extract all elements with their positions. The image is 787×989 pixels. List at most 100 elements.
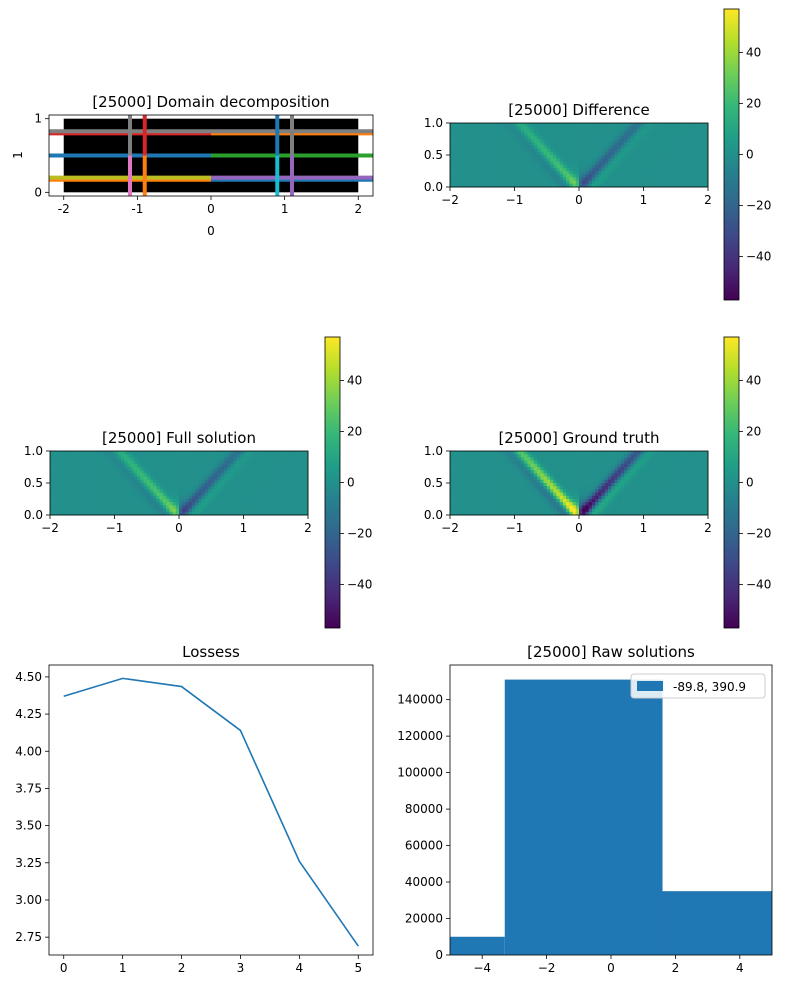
heatmap-cell xyxy=(704,142,709,146)
heatmap-cell xyxy=(240,454,244,458)
heatmap-cell xyxy=(266,511,270,516)
heatmap-cell xyxy=(479,470,483,474)
heatmap-cell xyxy=(491,457,496,461)
heatmap-cell xyxy=(566,167,570,172)
heatmap-cell xyxy=(624,126,628,130)
colorbar-tick-label: −40 xyxy=(746,578,771,592)
heatmap-cell xyxy=(469,457,473,461)
heatmap-cell xyxy=(243,473,248,477)
heatmap-cell xyxy=(104,492,109,497)
heatmap-cell xyxy=(475,183,480,188)
heatmap-cell xyxy=(566,470,570,474)
heatmap-cell xyxy=(224,476,228,481)
heatmap-cell xyxy=(114,479,119,484)
heatmap-cell xyxy=(201,451,206,455)
heatmap-cell xyxy=(456,511,461,516)
heatmap-cell xyxy=(566,161,570,165)
heatmap-cell xyxy=(501,139,506,143)
heatmap-cell xyxy=(56,467,61,471)
heatmap-cell xyxy=(678,142,683,146)
heatmap-cell xyxy=(195,457,199,461)
heatmap-cell xyxy=(604,451,609,455)
heatmap-cell xyxy=(520,457,525,461)
heatmap-cell xyxy=(682,177,686,181)
heatmap-cell xyxy=(479,467,483,471)
heatmap-cell xyxy=(549,167,554,172)
heatmap-cell xyxy=(520,489,525,493)
heatmap-cell xyxy=(156,483,161,487)
heatmap-cell xyxy=(120,495,125,500)
heatmap-cell xyxy=(520,142,525,146)
heatmap-cell xyxy=(608,479,612,484)
heatmap-cell xyxy=(537,145,541,149)
heatmap-cell xyxy=(653,145,657,149)
heatmap-cell xyxy=(288,492,293,497)
heatmap-cell xyxy=(188,451,193,455)
heatmap-cell xyxy=(466,499,470,503)
heatmap-cell xyxy=(159,486,164,490)
heatmap-cell xyxy=(637,142,641,146)
heatmap-cell xyxy=(659,470,664,474)
heatmap-cell xyxy=(640,174,644,178)
heatmap-cell xyxy=(95,495,99,500)
heatmap-cell xyxy=(214,460,219,465)
heatmap-cell xyxy=(211,451,215,455)
heatmap-cell xyxy=(611,489,615,493)
heatmap-cell xyxy=(524,139,528,143)
heatmap-cell xyxy=(662,499,667,503)
heatmap-cell xyxy=(649,148,654,153)
heatmap-cell xyxy=(246,483,251,487)
heatmap-cell xyxy=(66,511,70,516)
heatmap-cell xyxy=(527,508,532,513)
heatmap-cell xyxy=(88,467,93,471)
heatmap-cell xyxy=(614,171,619,175)
heatmap-cell xyxy=(208,489,212,493)
heatmap-cell xyxy=(72,505,77,509)
heatmap-cell xyxy=(69,495,73,500)
heatmap-cell xyxy=(511,148,515,153)
heatmap-cell xyxy=(656,174,661,178)
heatmap-cell xyxy=(562,180,567,185)
heatmap-cell xyxy=(120,492,125,497)
heatmap-cell xyxy=(601,135,606,140)
heatmap-cell xyxy=(633,129,638,133)
heatmap-cell xyxy=(682,470,686,474)
heatmap-cell xyxy=(601,508,606,513)
heatmap-cell xyxy=(256,470,261,474)
heatmap-cell xyxy=(153,495,157,500)
heatmap-cell xyxy=(549,505,554,509)
heatmap-cell xyxy=(608,132,612,137)
heatmap-cell xyxy=(117,483,122,487)
heatmap-cell xyxy=(62,499,67,503)
heatmap-cell xyxy=(524,454,528,458)
heatmap-cell xyxy=(566,164,570,169)
heatmap-cell xyxy=(498,499,503,503)
heatmap-cell xyxy=(120,499,125,503)
heatmap-cell xyxy=(675,499,680,503)
heatmap-cell xyxy=(553,126,557,130)
heatmap-cell xyxy=(246,508,251,513)
heatmap-cell xyxy=(295,495,299,500)
heatmap-cell xyxy=(604,132,609,137)
heatmap-cell xyxy=(208,451,212,455)
heatmap-cell xyxy=(508,467,512,471)
heatmap-cell xyxy=(304,451,309,455)
heatmap-cell xyxy=(646,492,651,497)
heatmap-cell xyxy=(130,470,135,474)
heatmap-cell xyxy=(624,505,628,509)
heatmap-cell xyxy=(298,505,302,509)
heatmap-cell xyxy=(704,489,709,493)
heatmap-cell xyxy=(462,511,467,516)
heatmap-cell xyxy=(627,132,632,137)
heatmap-cell xyxy=(175,492,180,497)
heatmap-cell xyxy=(549,180,554,185)
heatmap-cell xyxy=(533,495,538,500)
heatmap-cell xyxy=(643,470,648,474)
heatmap-cell xyxy=(111,454,115,458)
heatmap-cell xyxy=(146,486,151,490)
heatmap-cell xyxy=(527,454,532,458)
heatmap-cell xyxy=(517,473,522,477)
x-tick-label: 0 xyxy=(60,961,68,975)
heatmap-cell xyxy=(95,451,99,455)
heatmap-cell xyxy=(98,451,103,455)
